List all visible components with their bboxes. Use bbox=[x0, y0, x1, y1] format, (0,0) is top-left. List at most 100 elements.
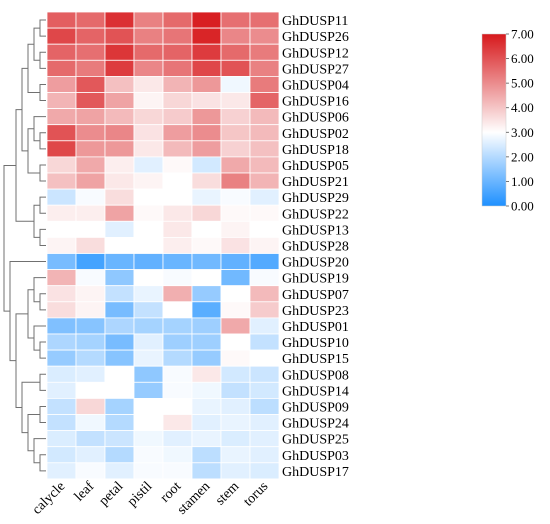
heatmap-cell bbox=[75, 220, 106, 238]
heatmap-cell bbox=[75, 43, 106, 61]
heatmap-cell bbox=[191, 59, 222, 77]
heatmap-cell bbox=[133, 59, 164, 77]
scale-tick-label: 3.00 bbox=[511, 125, 534, 140]
row-label: GhDUSP02 bbox=[282, 127, 349, 142]
heatmap-cell bbox=[75, 27, 106, 45]
heatmap-cell bbox=[104, 188, 135, 206]
heatmap-cell bbox=[75, 140, 106, 158]
heatmap-cell bbox=[75, 108, 106, 126]
heatmap-cell bbox=[104, 92, 135, 110]
heatmap-cell bbox=[220, 333, 251, 351]
heatmap-cell bbox=[162, 397, 193, 415]
scale-tick-label: 7.00 bbox=[511, 27, 534, 42]
heatmap-cell bbox=[104, 172, 135, 190]
heatmap-cell bbox=[249, 220, 280, 238]
heatmap-cell bbox=[162, 381, 193, 399]
heatmap-cell bbox=[104, 220, 135, 238]
heatmap-cell bbox=[46, 430, 77, 448]
heatmap-cell bbox=[162, 43, 193, 61]
heatmap-cell bbox=[162, 301, 193, 319]
heatmap-cell bbox=[133, 140, 164, 158]
column-label: pistil bbox=[125, 479, 155, 509]
heatmap-cell bbox=[104, 59, 135, 77]
heatmap-cell bbox=[46, 349, 77, 367]
row-label: GhDUSP22 bbox=[282, 207, 349, 222]
heatmap-cell bbox=[191, 317, 222, 335]
dendrogram-branch bbox=[39, 405, 46, 424]
heatmap-cell bbox=[46, 253, 77, 271]
heatmap-cell bbox=[46, 108, 77, 126]
heatmap-cell bbox=[133, 365, 164, 383]
heatmap-cell bbox=[220, 27, 251, 45]
heatmap-cell bbox=[220, 172, 251, 190]
heatmap-cell bbox=[249, 43, 280, 61]
heatmap-cell bbox=[75, 462, 106, 480]
heatmap-cell bbox=[249, 430, 280, 448]
heatmap-cell bbox=[162, 220, 193, 238]
heatmap-cell bbox=[220, 349, 251, 367]
heatmap-cell bbox=[191, 269, 222, 287]
row-label: GhDUSP24 bbox=[282, 417, 349, 432]
heatmap-cell bbox=[75, 172, 106, 190]
dendrogram-branch bbox=[39, 164, 46, 182]
heatmap-cell bbox=[162, 124, 193, 142]
heatmap-cell bbox=[75, 397, 106, 415]
dendrogram-branch bbox=[39, 293, 46, 311]
heatmap-cell bbox=[133, 11, 164, 29]
heatmap-cell bbox=[249, 204, 280, 222]
heatmap-cell bbox=[220, 124, 251, 142]
heatmap-cell bbox=[104, 27, 135, 45]
heatmap-cell bbox=[104, 140, 135, 158]
heatmap-cell bbox=[75, 365, 106, 383]
row-label: GhDUSP26 bbox=[282, 30, 349, 45]
heatmap-cell bbox=[220, 381, 251, 399]
dendrogram-branch bbox=[39, 228, 46, 246]
row-label: GhDUSP04 bbox=[282, 78, 349, 93]
row-label: GhDUSP27 bbox=[282, 62, 349, 77]
heatmap-cell bbox=[104, 269, 135, 287]
heatmap-cell bbox=[104, 43, 135, 61]
heatmap-cell bbox=[75, 236, 106, 254]
heatmap-cell bbox=[162, 236, 193, 254]
heatmap-cell bbox=[220, 43, 251, 61]
color-scale-legend: 0.00 1.00 2.00 3.00 4.00 5.00 6.00 7.00 bbox=[481, 27, 534, 214]
heatmap-cell bbox=[133, 349, 164, 367]
heatmap-cell bbox=[46, 27, 77, 45]
heatmap-cell bbox=[191, 11, 222, 29]
heatmap-cell bbox=[162, 172, 193, 190]
heatmap-cell bbox=[220, 140, 251, 158]
heatmap-cell bbox=[133, 92, 164, 110]
heatmap-cell bbox=[220, 92, 251, 110]
heatmap-cell bbox=[220, 301, 251, 319]
heatmap-cell bbox=[191, 92, 222, 110]
heatmap-cell bbox=[133, 204, 164, 222]
heatmap-cell bbox=[191, 124, 222, 142]
heatmap-cell bbox=[104, 236, 135, 254]
heatmap-cell bbox=[191, 27, 222, 45]
heatmap-cell bbox=[75, 446, 106, 464]
heatmap-cell bbox=[220, 269, 251, 287]
dendrogram-branch bbox=[33, 204, 40, 238]
heatmap-cell bbox=[191, 333, 222, 351]
heatmap-cell bbox=[133, 285, 164, 303]
heatmap-cell bbox=[104, 253, 135, 271]
scale-tick-label: 0.00 bbox=[511, 199, 534, 214]
heatmap-cell bbox=[220, 156, 251, 174]
heatmap-cell bbox=[133, 220, 164, 238]
heatmap-cell bbox=[104, 108, 135, 126]
heatmap-cell bbox=[249, 92, 280, 110]
heatmap-cell bbox=[46, 140, 77, 158]
heatmap-cell bbox=[191, 381, 222, 399]
heatmap-cell bbox=[249, 156, 280, 174]
heatmap-cell bbox=[249, 172, 280, 190]
heatmap-cell bbox=[46, 172, 77, 190]
heatmap-cell bbox=[75, 92, 106, 110]
heatmap-cell bbox=[220, 253, 251, 271]
heatmap-cell bbox=[162, 140, 193, 158]
heatmap-cell bbox=[75, 381, 106, 399]
row-label: GhDUSP29 bbox=[282, 191, 349, 206]
heatmap-cell bbox=[220, 397, 251, 415]
heatmap-cell bbox=[220, 11, 251, 29]
heatmap-cell bbox=[162, 365, 193, 383]
heatmap-cell bbox=[104, 462, 135, 480]
